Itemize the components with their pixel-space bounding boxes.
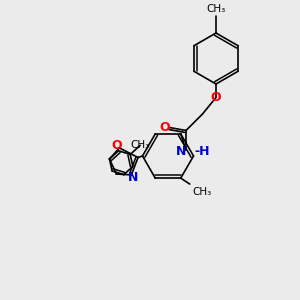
Text: CH₃: CH₃ — [193, 187, 212, 197]
Text: CH₃: CH₃ — [206, 4, 226, 14]
Text: -H: -H — [194, 145, 210, 158]
Text: O: O — [112, 139, 122, 152]
Text: N: N — [128, 171, 138, 184]
Text: O: O — [160, 121, 170, 134]
Text: N: N — [176, 145, 186, 158]
Text: CH₃: CH₃ — [130, 140, 150, 150]
Text: O: O — [211, 91, 221, 104]
